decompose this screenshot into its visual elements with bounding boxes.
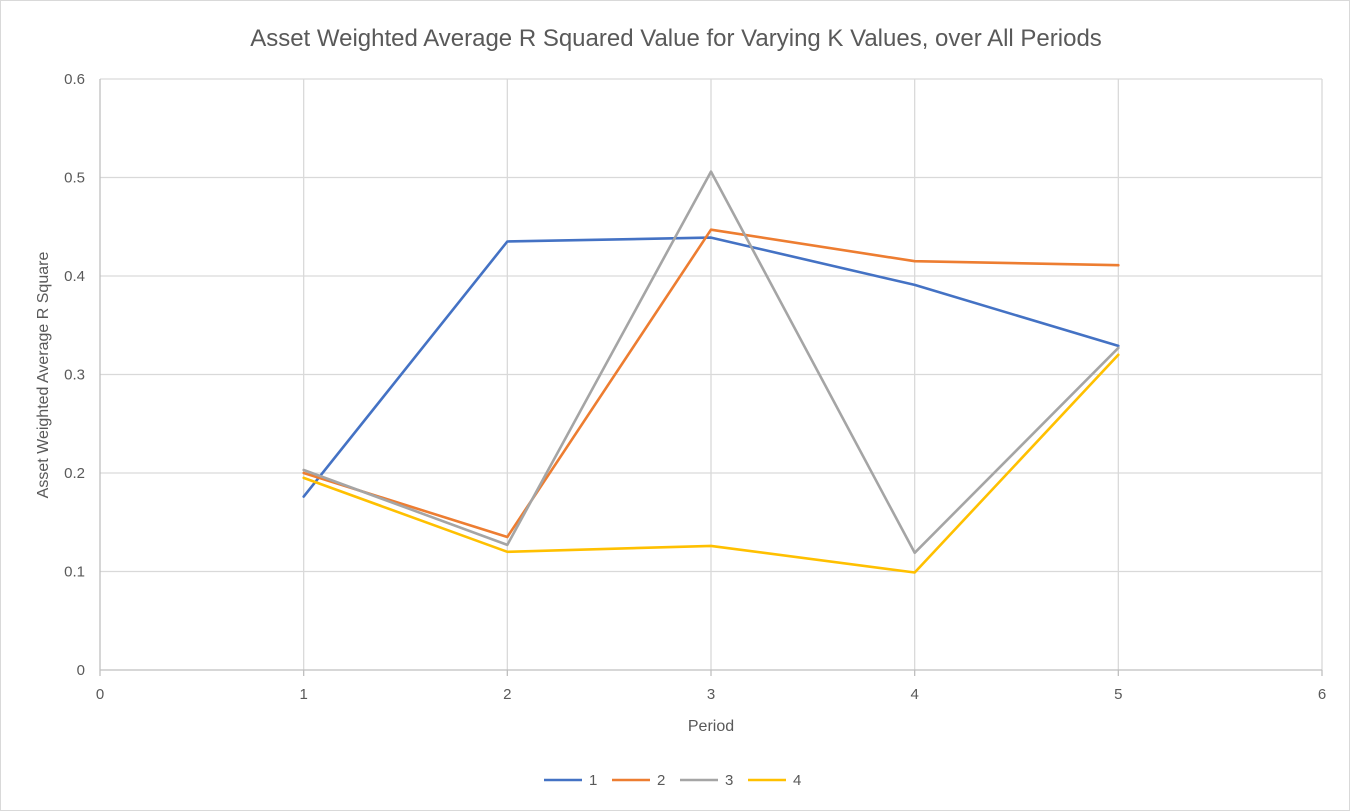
x-tick-label: 4 (910, 686, 918, 703)
axes: 0 0.1 0.2 0.3 0.4 0.5 0.6 0 1 2 3 4 5 6 (64, 71, 1326, 703)
gridlines (100, 78, 1323, 670)
y-tick-label: 0.1 (64, 564, 85, 581)
legend-label: 2 (657, 772, 665, 789)
y-tick-label: 0.4 (64, 268, 85, 285)
series-lines (302, 170, 1120, 574)
x-tick-label: 0 (96, 686, 104, 703)
x-tick-label: 1 (299, 686, 307, 703)
y-tick-label: 0.2 (64, 465, 85, 482)
x-tick-label: 2 (503, 686, 511, 703)
x-tick-label: 5 (1114, 686, 1122, 703)
x-tick-label: 3 (707, 686, 715, 703)
x-tick-label: 6 (1318, 686, 1326, 703)
legend-label: 4 (793, 772, 801, 789)
y-tick-label: 0 (77, 662, 85, 679)
series-line-1 (302, 236, 1120, 498)
series-line-4 (302, 353, 1120, 574)
chart-title: Asset Weighted Average R Squared Value f… (250, 25, 1102, 52)
y-tick-label: 0.3 (64, 367, 85, 384)
y-axis-title: Asset Weighted Average R Square (35, 252, 52, 499)
y-tick-label: 0.6 (64, 71, 85, 88)
y-tick-label: 0.5 (64, 170, 85, 187)
legend-label: 1 (589, 772, 597, 789)
legend-label: 3 (725, 772, 733, 789)
legend: 1 2 3 4 (544, 772, 801, 789)
series-line-3 (302, 170, 1120, 555)
series-line-2 (302, 228, 1120, 539)
x-axis-title: Period (688, 718, 734, 735)
